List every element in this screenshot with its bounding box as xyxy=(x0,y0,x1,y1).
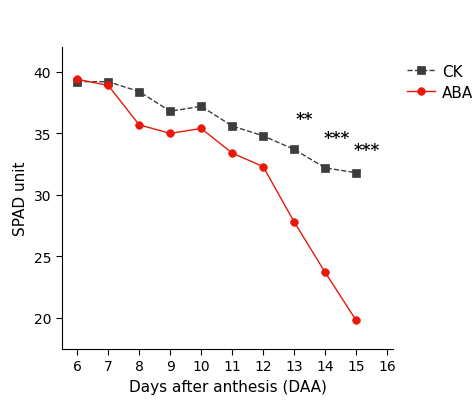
ABA xyxy=(167,132,173,136)
CK xyxy=(229,124,235,129)
ABA xyxy=(198,127,204,132)
CK xyxy=(105,80,111,85)
ABA xyxy=(229,151,235,156)
Text: ***: *** xyxy=(324,130,350,146)
CK xyxy=(292,148,297,152)
CK xyxy=(353,171,359,176)
Y-axis label: SPAD unit: SPAD unit xyxy=(13,161,28,236)
CK xyxy=(322,166,328,171)
ABA xyxy=(260,165,266,170)
Line: CK: CK xyxy=(73,79,360,177)
CK xyxy=(74,80,80,85)
ABA xyxy=(322,270,328,275)
CK xyxy=(137,90,142,95)
CK xyxy=(260,134,266,139)
Line: ABA: ABA xyxy=(73,76,360,324)
CK xyxy=(198,105,204,109)
CK xyxy=(167,109,173,114)
ABA xyxy=(353,318,359,323)
Text: **: ** xyxy=(296,111,313,128)
X-axis label: Days after anthesis (DAA): Days after anthesis (DAA) xyxy=(128,379,327,394)
ABA xyxy=(74,78,80,83)
ABA xyxy=(292,220,297,225)
ABA xyxy=(105,84,111,89)
Text: ***: *** xyxy=(353,142,379,159)
Legend: CK, ABA: CK, ABA xyxy=(401,59,474,107)
ABA xyxy=(137,123,142,128)
